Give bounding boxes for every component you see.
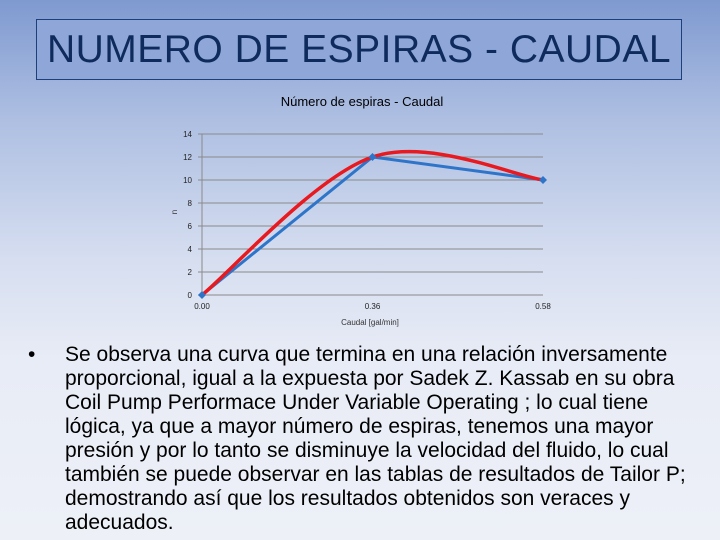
data-point-marker: [368, 153, 377, 161]
y-tick-label: 14: [183, 130, 192, 139]
tick-layer: 0 2 4 6 8 10 12 14 0.00 0.36 0.58: [183, 130, 551, 311]
bullet-symbol: •: [28, 343, 36, 366]
y-tick-label: 6: [188, 222, 193, 231]
chart-title: Número de espiras - Caudal: [281, 94, 444, 109]
x-tick-label: 0.58: [535, 302, 551, 311]
y-tick-label: 12: [183, 153, 192, 162]
y-tick-label: 8: [188, 199, 193, 208]
x-axis-label: Caudal [gal/min]: [341, 318, 399, 327]
slide-title-box: NUMERO DE ESPIRAS - CAUDAL: [36, 19, 682, 80]
y-tick-label: 10: [183, 176, 192, 185]
x-tick-label: 0.00: [194, 302, 210, 311]
chart: Número de espiras - Caudal Caudal [gal/m…: [160, 88, 560, 333]
y-axis-label: n: [170, 210, 179, 214]
chart-svg: Número de espiras - Caudal Caudal [gal/m…: [170, 94, 551, 327]
y-tick-label: 2: [188, 268, 193, 277]
slide-title: NUMERO DE ESPIRAS - CAUDAL: [46, 27, 672, 71]
data-point-marker: [198, 291, 206, 299]
x-tick-label: 0.36: [365, 302, 381, 311]
series-layer: [198, 149, 547, 299]
y-tick-label: 4: [188, 245, 193, 254]
grid-layer: [198, 133, 543, 296]
bullet-text: Se observa una curva que termina en una …: [65, 343, 686, 534]
data-point-marker: [539, 176, 547, 184]
y-tick-label: 0: [188, 291, 193, 300]
